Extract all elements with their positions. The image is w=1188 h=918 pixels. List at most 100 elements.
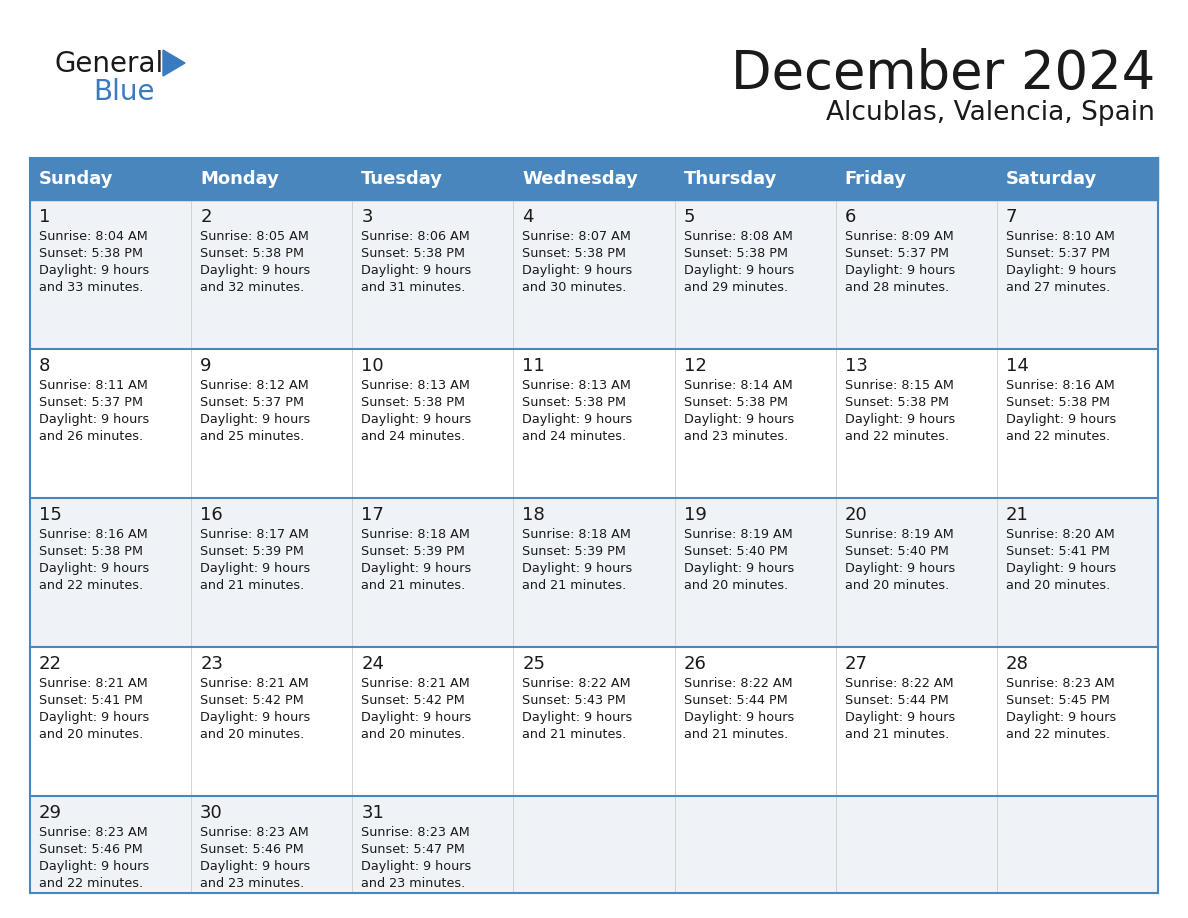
Text: Alcublas, Valencia, Spain: Alcublas, Valencia, Spain — [826, 100, 1155, 126]
Text: Sunset: 5:47 PM: Sunset: 5:47 PM — [361, 843, 466, 856]
Text: Thursday: Thursday — [683, 170, 777, 188]
Text: and 22 minutes.: and 22 minutes. — [845, 430, 949, 443]
Text: and 29 minutes.: and 29 minutes. — [683, 281, 788, 294]
Text: Sunrise: 8:23 AM: Sunrise: 8:23 AM — [39, 826, 147, 839]
Text: Sunset: 5:37 PM: Sunset: 5:37 PM — [845, 247, 949, 260]
Text: Sunrise: 8:18 AM: Sunrise: 8:18 AM — [523, 528, 631, 541]
Text: Daylight: 9 hours: Daylight: 9 hours — [683, 413, 794, 426]
Text: Sunrise: 8:21 AM: Sunrise: 8:21 AM — [39, 677, 147, 690]
Text: and 22 minutes.: and 22 minutes. — [1006, 728, 1110, 741]
Text: and 32 minutes.: and 32 minutes. — [200, 281, 304, 294]
Text: Sunset: 5:37 PM: Sunset: 5:37 PM — [39, 396, 143, 409]
Text: and 21 minutes.: and 21 minutes. — [523, 579, 627, 592]
Text: 27: 27 — [845, 655, 867, 673]
Text: 18: 18 — [523, 506, 545, 524]
Text: Sunset: 5:38 PM: Sunset: 5:38 PM — [523, 247, 626, 260]
Text: 22: 22 — [39, 655, 62, 673]
Text: Sunrise: 8:13 AM: Sunrise: 8:13 AM — [361, 379, 470, 392]
Text: Sunset: 5:44 PM: Sunset: 5:44 PM — [683, 694, 788, 707]
Text: and 23 minutes.: and 23 minutes. — [361, 877, 466, 890]
Text: 31: 31 — [361, 804, 384, 823]
Text: Monday: Monday — [200, 170, 279, 188]
Text: 30: 30 — [200, 804, 223, 823]
Text: 9: 9 — [200, 357, 211, 375]
Text: Sunrise: 8:21 AM: Sunrise: 8:21 AM — [361, 677, 470, 690]
Text: and 21 minutes.: and 21 minutes. — [683, 728, 788, 741]
Text: Daylight: 9 hours: Daylight: 9 hours — [200, 562, 310, 575]
Text: Sunrise: 8:18 AM: Sunrise: 8:18 AM — [361, 528, 470, 541]
Text: and 26 minutes.: and 26 minutes. — [39, 430, 143, 443]
Text: Sunset: 5:40 PM: Sunset: 5:40 PM — [845, 545, 948, 558]
Text: Daylight: 9 hours: Daylight: 9 hours — [1006, 264, 1116, 277]
Text: Wednesday: Wednesday — [523, 170, 638, 188]
Text: Sunset: 5:38 PM: Sunset: 5:38 PM — [361, 247, 466, 260]
Text: 17: 17 — [361, 506, 384, 524]
Text: 21: 21 — [1006, 506, 1029, 524]
Text: 23: 23 — [200, 655, 223, 673]
Text: Sunset: 5:38 PM: Sunset: 5:38 PM — [361, 396, 466, 409]
Text: Daylight: 9 hours: Daylight: 9 hours — [361, 562, 472, 575]
Text: and 20 minutes.: and 20 minutes. — [1006, 579, 1110, 592]
Text: 28: 28 — [1006, 655, 1029, 673]
Text: Sunset: 5:46 PM: Sunset: 5:46 PM — [200, 843, 304, 856]
Text: and 24 minutes.: and 24 minutes. — [523, 430, 626, 443]
Text: Sunrise: 8:16 AM: Sunrise: 8:16 AM — [39, 528, 147, 541]
Bar — [30, 349, 1158, 498]
Text: and 33 minutes.: and 33 minutes. — [39, 281, 144, 294]
Text: Sunrise: 8:20 AM: Sunrise: 8:20 AM — [1006, 528, 1114, 541]
Text: Daylight: 9 hours: Daylight: 9 hours — [39, 860, 150, 873]
Text: Daylight: 9 hours: Daylight: 9 hours — [845, 264, 955, 277]
Text: Sunset: 5:38 PM: Sunset: 5:38 PM — [845, 396, 949, 409]
Text: Sunset: 5:39 PM: Sunset: 5:39 PM — [361, 545, 466, 558]
Text: 4: 4 — [523, 208, 533, 226]
Text: Sunset: 5:39 PM: Sunset: 5:39 PM — [523, 545, 626, 558]
Text: Daylight: 9 hours: Daylight: 9 hours — [200, 711, 310, 724]
Text: Sunset: 5:41 PM: Sunset: 5:41 PM — [39, 694, 143, 707]
Text: 2: 2 — [200, 208, 211, 226]
Text: Sunrise: 8:14 AM: Sunrise: 8:14 AM — [683, 379, 792, 392]
Text: Sunset: 5:46 PM: Sunset: 5:46 PM — [39, 843, 143, 856]
Bar — [30, 200, 1158, 349]
Text: 8: 8 — [39, 357, 50, 375]
Bar — [30, 158, 1158, 200]
Text: 1: 1 — [39, 208, 50, 226]
Text: Sunset: 5:38 PM: Sunset: 5:38 PM — [200, 247, 304, 260]
Text: Sunrise: 8:17 AM: Sunrise: 8:17 AM — [200, 528, 309, 541]
Text: and 21 minutes.: and 21 minutes. — [361, 579, 466, 592]
Text: and 20 minutes.: and 20 minutes. — [200, 728, 304, 741]
Text: and 22 minutes.: and 22 minutes. — [39, 579, 143, 592]
Text: Sunrise: 8:12 AM: Sunrise: 8:12 AM — [200, 379, 309, 392]
Text: Sunrise: 8:21 AM: Sunrise: 8:21 AM — [200, 677, 309, 690]
Text: Daylight: 9 hours: Daylight: 9 hours — [361, 413, 472, 426]
Text: and 24 minutes.: and 24 minutes. — [361, 430, 466, 443]
Text: 24: 24 — [361, 655, 384, 673]
Text: Sunday: Sunday — [39, 170, 114, 188]
Text: Daylight: 9 hours: Daylight: 9 hours — [523, 562, 633, 575]
Text: Sunset: 5:45 PM: Sunset: 5:45 PM — [1006, 694, 1110, 707]
Text: Saturday: Saturday — [1006, 170, 1097, 188]
Text: and 31 minutes.: and 31 minutes. — [361, 281, 466, 294]
Text: 15: 15 — [39, 506, 62, 524]
Text: Sunrise: 8:04 AM: Sunrise: 8:04 AM — [39, 230, 147, 243]
Text: Sunset: 5:38 PM: Sunset: 5:38 PM — [683, 396, 788, 409]
Text: and 21 minutes.: and 21 minutes. — [200, 579, 304, 592]
Text: Sunset: 5:42 PM: Sunset: 5:42 PM — [200, 694, 304, 707]
Text: Sunrise: 8:11 AM: Sunrise: 8:11 AM — [39, 379, 147, 392]
Text: and 20 minutes.: and 20 minutes. — [361, 728, 466, 741]
Text: 11: 11 — [523, 357, 545, 375]
Text: 12: 12 — [683, 357, 707, 375]
Text: 19: 19 — [683, 506, 707, 524]
Text: Daylight: 9 hours: Daylight: 9 hours — [523, 711, 633, 724]
Text: Sunrise: 8:07 AM: Sunrise: 8:07 AM — [523, 230, 631, 243]
Text: Daylight: 9 hours: Daylight: 9 hours — [845, 413, 955, 426]
Text: Sunrise: 8:22 AM: Sunrise: 8:22 AM — [523, 677, 631, 690]
Text: Sunrise: 8:05 AM: Sunrise: 8:05 AM — [200, 230, 309, 243]
Text: Daylight: 9 hours: Daylight: 9 hours — [361, 264, 472, 277]
Text: 14: 14 — [1006, 357, 1029, 375]
Text: and 20 minutes.: and 20 minutes. — [683, 579, 788, 592]
Text: Daylight: 9 hours: Daylight: 9 hours — [39, 413, 150, 426]
Text: Sunrise: 8:23 AM: Sunrise: 8:23 AM — [361, 826, 470, 839]
Text: Sunrise: 8:13 AM: Sunrise: 8:13 AM — [523, 379, 631, 392]
Text: Daylight: 9 hours: Daylight: 9 hours — [39, 562, 150, 575]
Text: and 21 minutes.: and 21 minutes. — [845, 728, 949, 741]
